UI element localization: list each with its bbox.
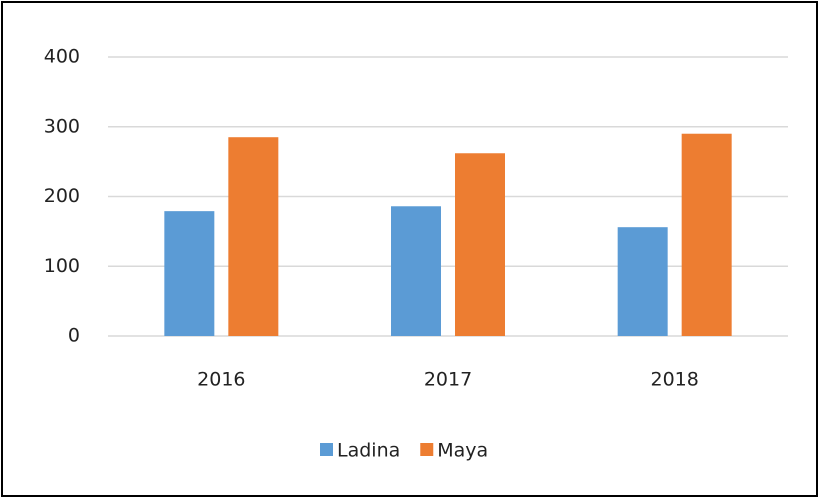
bar: [681, 133, 732, 336]
y-tick-label: 400: [44, 46, 80, 68]
y-tick-label: 200: [44, 185, 80, 207]
y-tick-label: 300: [44, 115, 80, 137]
legend-swatch: [320, 443, 333, 456]
bar: [164, 211, 215, 336]
bar: [617, 227, 668, 336]
legend-label: Maya: [437, 440, 488, 462]
x-tick-label: 2016: [197, 369, 245, 391]
x-tick-label: 2018: [650, 369, 698, 391]
y-tick-label: 100: [44, 255, 80, 277]
legend-swatch: [420, 443, 434, 456]
legend-label: Ladina: [337, 440, 400, 462]
x-tick-label: 2017: [424, 369, 472, 391]
bar: [228, 137, 279, 336]
bar: [455, 153, 505, 336]
bar: [391, 206, 441, 336]
y-tick-label: 0: [68, 325, 80, 347]
